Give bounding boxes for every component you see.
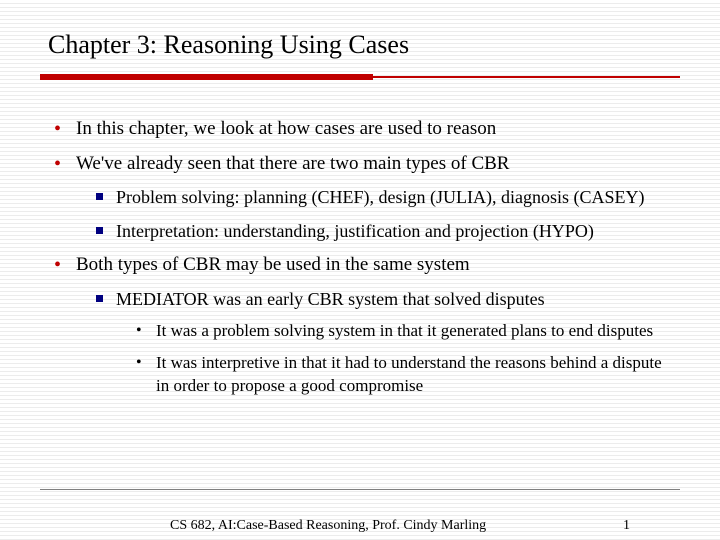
bullet-text: In this chapter, we look at how cases ar… <box>76 118 496 139</box>
bullet-text: Both types of CBR may be used in the sam… <box>76 254 470 275</box>
bullet-text: Problem solving: planning (CHEF), design… <box>116 187 644 207</box>
footer-divider <box>40 489 680 490</box>
list-item: MEDIATOR was an early CBR system that so… <box>76 287 672 398</box>
page-number: 1 <box>623 518 630 534</box>
bullet-subsublist: It was a problem solving system in that … <box>116 320 672 398</box>
title-divider <box>40 74 680 80</box>
list-item: It was interpretive in that it had to un… <box>116 352 672 398</box>
bullet-sublist: Problem solving: planning (CHEF), design… <box>76 185 672 243</box>
bullet-list: In this chapter, we look at how cases ar… <box>48 116 672 398</box>
list-item: In this chapter, we look at how cases ar… <box>48 116 672 142</box>
bullet-sublist: MEDIATOR was an early CBR system that so… <box>76 287 672 398</box>
bullet-text: Interpretation: understanding, justifica… <box>116 221 594 241</box>
slide: Chapter 3: Reasoning Using Cases In this… <box>0 0 720 540</box>
list-item: Both types of CBR may be used in the sam… <box>48 252 672 398</box>
bullet-text: We've already seen that there are two ma… <box>76 153 509 174</box>
divider-thick <box>40 74 373 80</box>
bullet-text: MEDIATOR was an early CBR system that so… <box>116 289 545 309</box>
slide-title: Chapter 3: Reasoning Using Cases <box>48 30 672 60</box>
list-item: It was a problem solving system in that … <box>116 320 672 343</box>
footer-text: CS 682, AI:Case-Based Reasoning, Prof. C… <box>170 518 486 534</box>
list-item: Interpretation: understanding, justifica… <box>76 219 672 243</box>
list-item: Problem solving: planning (CHEF), design… <box>76 185 672 209</box>
bullet-text: It was interpretive in that it had to un… <box>156 353 662 395</box>
list-item: We've already seen that there are two ma… <box>48 151 672 243</box>
bullet-text: It was a problem solving system in that … <box>156 321 653 340</box>
divider-thin <box>373 76 680 78</box>
